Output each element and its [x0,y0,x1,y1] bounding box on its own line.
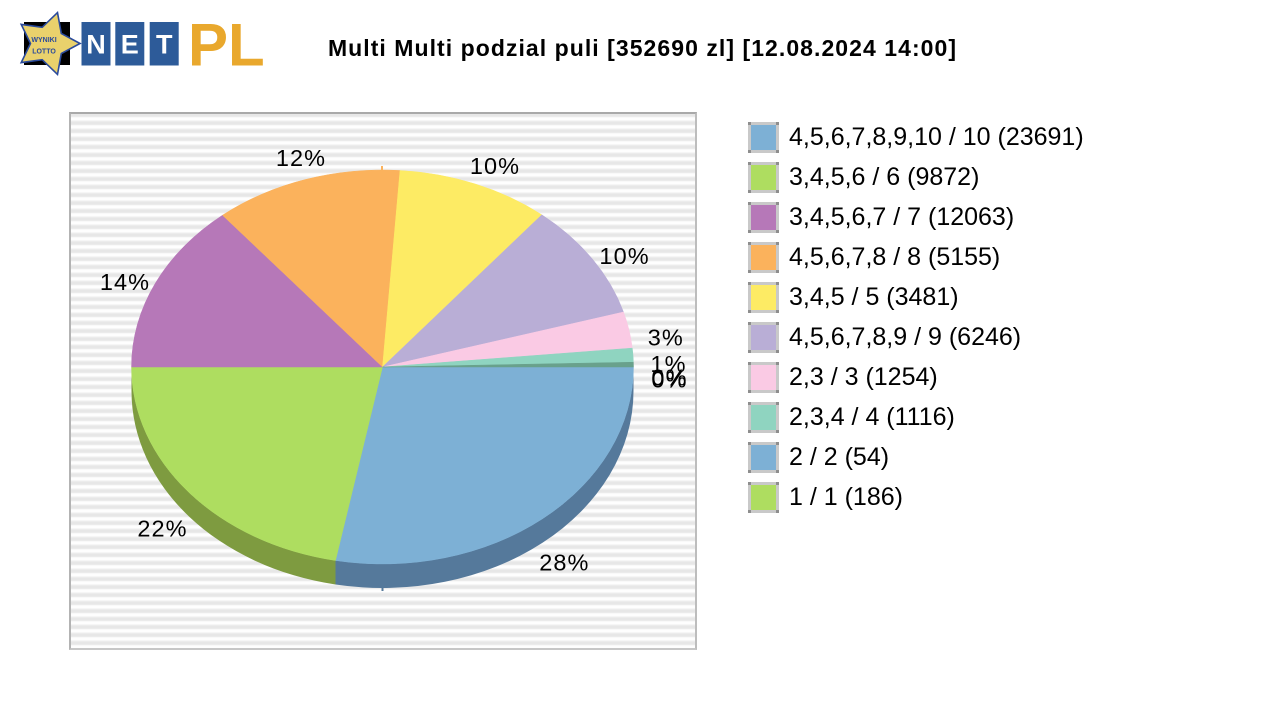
svg-text:PL: PL [188,12,265,79]
svg-text:3%: 3% [648,325,684,351]
svg-text:LOTTO: LOTTO [32,49,56,56]
svg-text:10%: 10% [599,243,649,269]
svg-text:N: N [86,30,106,60]
svg-text:10%: 10% [470,153,520,179]
svg-text:0%: 0% [651,366,687,392]
svg-text:WYNIKI: WYNIKI [31,37,56,44]
svg-text:28%: 28% [539,549,589,575]
svg-text:14%: 14% [100,269,150,295]
svg-text:T: T [156,30,173,60]
svg-text:22%: 22% [137,515,187,541]
svg-text:0%: 0% [651,364,687,390]
svg-text:1%: 1% [650,351,686,377]
svg-text:12%: 12% [276,145,326,171]
svg-text:E: E [121,30,139,60]
